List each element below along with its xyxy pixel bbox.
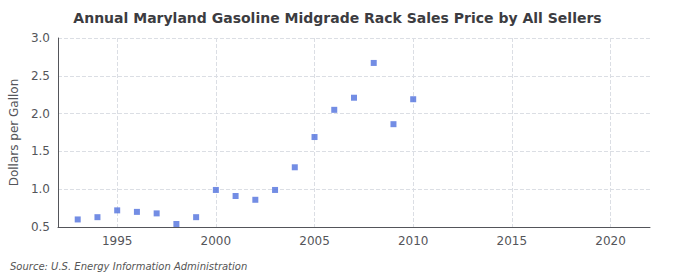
svg-text:2.0: 2.0	[31, 107, 50, 121]
svg-text:0.5: 0.5	[31, 220, 50, 234]
svg-text:2020: 2020	[595, 234, 626, 248]
svg-text:Source: U.S. Energy Informatio: Source: U.S. Energy Information Administ…	[10, 261, 247, 272]
svg-text:2005: 2005	[299, 234, 330, 248]
svg-text:2010: 2010	[398, 234, 429, 248]
svg-text:2.5: 2.5	[31, 69, 50, 83]
svg-text:Dollars per Gallon: Dollars per Gallon	[7, 79, 21, 187]
svg-text:2015: 2015	[497, 234, 528, 248]
svg-text:1.5: 1.5	[31, 144, 50, 158]
svg-text:2000: 2000	[201, 234, 232, 248]
svg-text:Annual Maryland Gasoline Midgr: Annual Maryland Gasoline Midgrade Rack S…	[73, 10, 601, 26]
svg-text:1.0: 1.0	[31, 182, 50, 196]
svg-text:3.0: 3.0	[31, 31, 50, 45]
svg-text:1995: 1995	[102, 234, 133, 248]
